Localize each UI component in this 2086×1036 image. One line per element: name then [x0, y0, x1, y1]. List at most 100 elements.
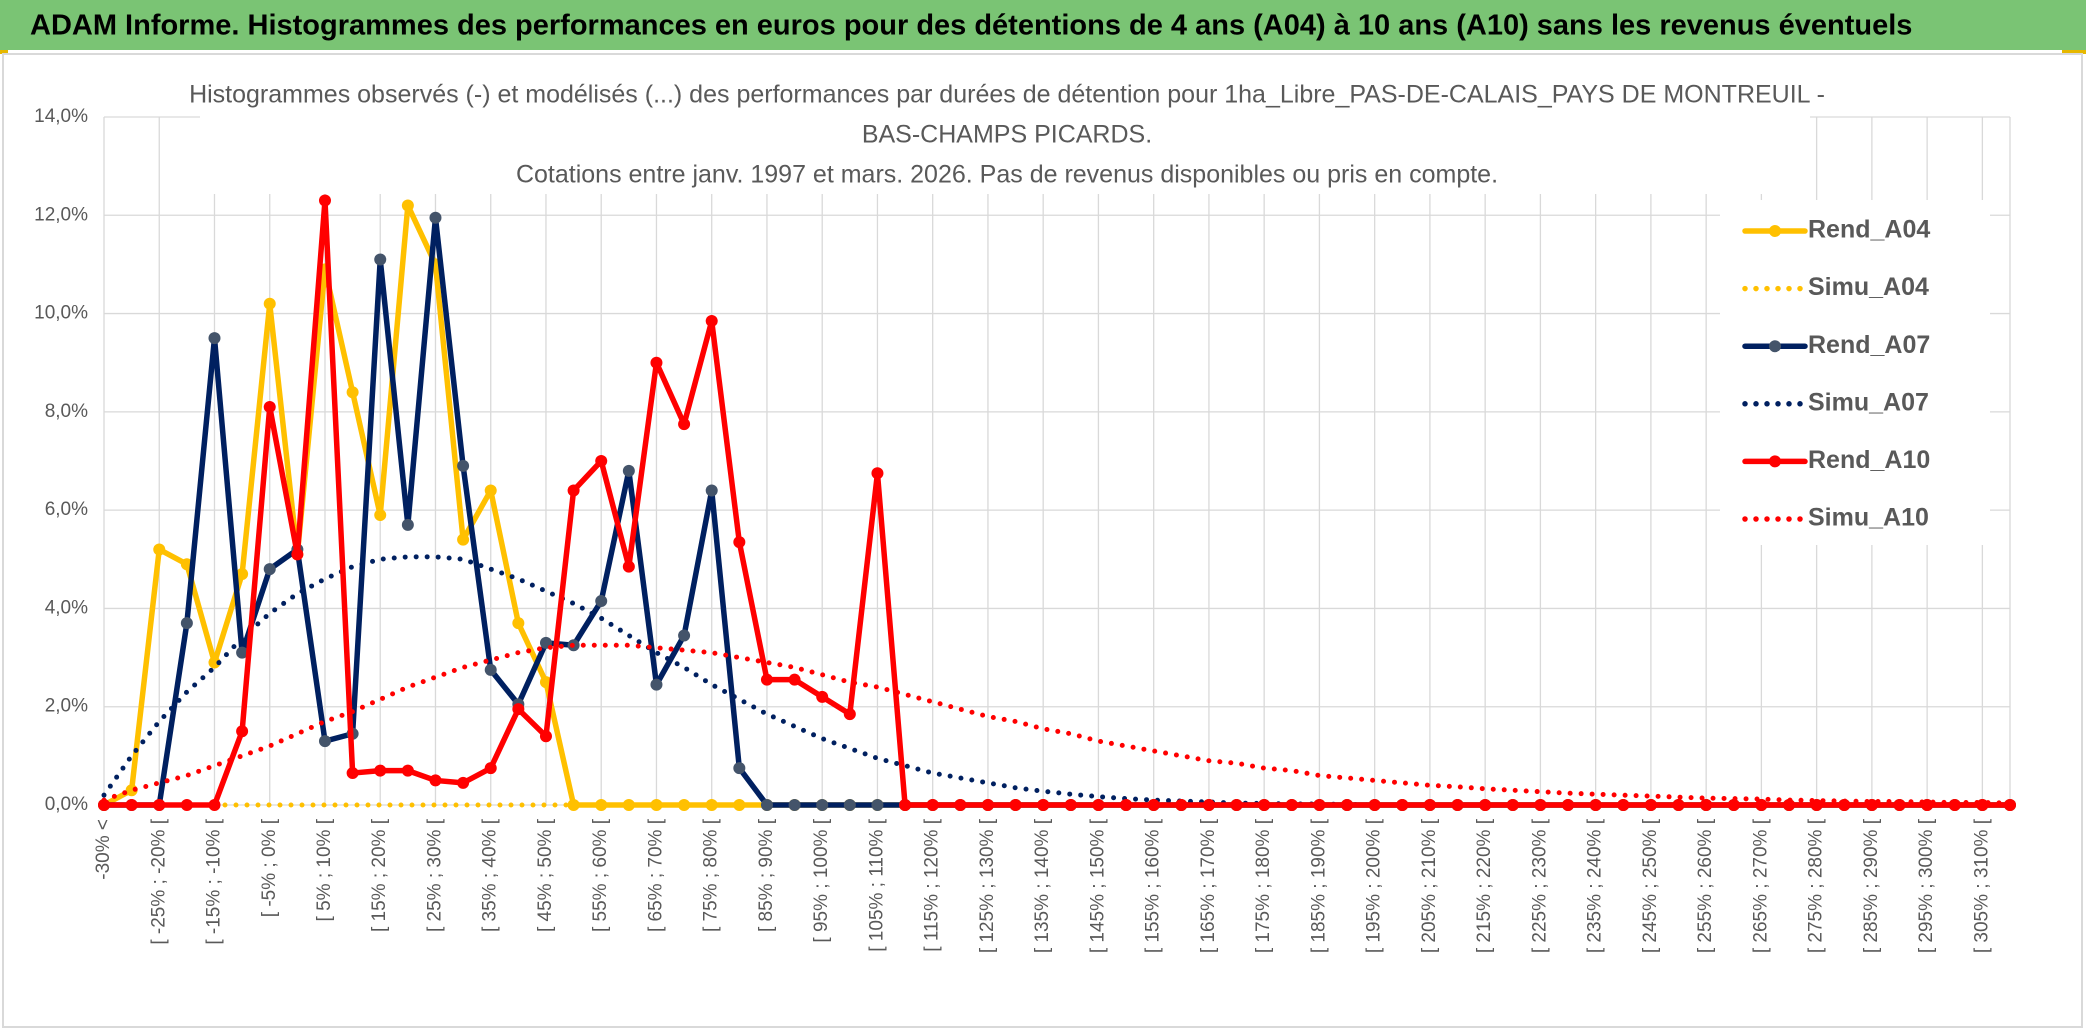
legend-marker — [1769, 340, 1781, 353]
x-tick-label: [ 125% ; 130% [ — [977, 818, 998, 953]
x-tick-label: [ -5% ; 0% [ — [259, 818, 280, 917]
x-tick-label: [ 185% ; 190% [ — [1308, 818, 1329, 953]
point-marker — [733, 536, 746, 549]
point-marker — [1644, 799, 1657, 811]
point-marker — [1451, 799, 1464, 811]
y-tick-label: 14,0% — [34, 106, 88, 127]
point-marker — [678, 629, 691, 642]
point-marker — [622, 799, 635, 811]
point-marker — [401, 764, 414, 777]
chart-title: Cotations entre janv. 1997 et mars. 2026… — [516, 161, 1498, 189]
point-marker — [1617, 799, 1630, 811]
point-marker — [539, 730, 552, 743]
point-marker — [1313, 799, 1326, 811]
point-marker — [1064, 799, 1077, 811]
point-marker — [401, 518, 414, 531]
point-marker — [263, 563, 276, 576]
point-marker — [484, 762, 497, 775]
simulated-line — [101, 554, 2013, 808]
x-tick-label: -30% < — [93, 819, 114, 880]
x-tick-label: [ 45% ; 50% [ — [535, 818, 556, 932]
point-marker — [595, 455, 608, 467]
point-marker — [1396, 799, 1409, 811]
point-marker — [1285, 799, 1298, 811]
point-marker — [291, 548, 304, 561]
header-bar — [0, 0, 2086, 50]
y-tick-label: 2,0% — [45, 696, 88, 717]
point-marker — [788, 673, 801, 686]
x-tick-label: [ 35% ; 40% [ — [480, 818, 501, 932]
point-marker — [1147, 799, 1160, 811]
point-marker — [346, 386, 359, 399]
x-tick-label: [ 245% ; 250% [ — [1640, 818, 1661, 953]
x-tick-label: [ -15% ; -10% [ — [204, 818, 225, 944]
chart-title: BAS-CHAMPS PICARDS. — [862, 121, 1152, 149]
point-marker — [263, 400, 276, 413]
point-marker — [1783, 799, 1796, 811]
point-marker — [236, 646, 249, 659]
x-tick-label: [ -25% ; -20% [ — [148, 818, 169, 944]
point-marker — [153, 799, 166, 811]
legend-marker — [1769, 455, 1781, 468]
point-marker — [236, 568, 249, 581]
point-marker — [705, 799, 718, 811]
point-marker — [733, 799, 746, 811]
point-marker — [512, 703, 525, 716]
point-marker — [1589, 799, 1602, 811]
x-tick-label: [ 175% ; 180% [ — [1253, 818, 1274, 953]
point-marker — [208, 799, 221, 811]
point-marker — [429, 211, 442, 224]
point-marker — [1893, 799, 1906, 811]
point-marker — [125, 799, 138, 811]
y-tick-label: 10,0% — [34, 303, 88, 324]
point-marker — [567, 799, 580, 811]
point-marker — [622, 464, 635, 477]
point-marker — [954, 799, 967, 811]
observed-line — [101, 197, 2013, 808]
point-marker — [236, 725, 249, 738]
header-title: ADAM Informe. Histogrammes des performan… — [30, 10, 1912, 42]
legend-marker — [1769, 225, 1781, 237]
point-marker — [401, 199, 414, 212]
x-tick-label: [ 225% ; 230% [ — [1529, 818, 1550, 953]
point-marker — [705, 484, 718, 497]
point-marker — [374, 509, 387, 522]
point-marker — [678, 418, 691, 431]
point-marker — [1506, 799, 1519, 811]
x-tick-label: [ 255% ; 260% [ — [1695, 818, 1716, 953]
point-marker — [1562, 799, 1575, 811]
chart-border — [2, 53, 2083, 1028]
point-marker — [1672, 799, 1685, 811]
point-marker — [457, 533, 470, 546]
title-backdrop — [200, 74, 1810, 194]
point-marker — [760, 673, 773, 686]
x-tick-label: [ 95% ; 100% [ — [811, 818, 832, 942]
point-marker — [1009, 799, 1022, 811]
x-tick-label: [ 295% ; 300% [ — [1916, 818, 1937, 953]
point-marker — [484, 663, 497, 676]
x-tick-label: [ 85% ; 90% [ — [756, 818, 777, 932]
x-tick-label: [ 275% ; 280% [ — [1806, 818, 1827, 953]
x-tick-label: [ 235% ; 240% [ — [1585, 818, 1606, 953]
x-tick-label: [ 285% ; 290% [ — [1861, 818, 1882, 953]
point-marker — [180, 617, 193, 630]
legend-backdrop — [1720, 200, 1990, 545]
point-marker — [788, 799, 801, 811]
point-marker — [760, 799, 773, 811]
legend-label: Simu_A07 — [1808, 388, 1929, 416]
point-marker — [457, 776, 470, 789]
x-tick-label: [ 155% ; 160% [ — [1143, 818, 1164, 953]
point-marker — [705, 314, 718, 327]
legend-label: Rend_A07 — [1808, 331, 1930, 359]
point-marker — [1258, 799, 1271, 811]
point-marker — [1230, 799, 1243, 811]
x-tick-label: [ 15% ; 20% [ — [369, 818, 390, 932]
x-tick-label: [ 205% ; 210% [ — [1419, 818, 1440, 953]
x-tick-label: [ 115% ; 120% [ — [922, 818, 943, 951]
point-marker — [650, 356, 663, 369]
legend-label: Rend_A10 — [1808, 446, 1930, 474]
point-marker — [816, 799, 829, 811]
point-marker — [981, 799, 994, 811]
x-tick-label: [ 55% ; 60% [ — [590, 818, 611, 932]
